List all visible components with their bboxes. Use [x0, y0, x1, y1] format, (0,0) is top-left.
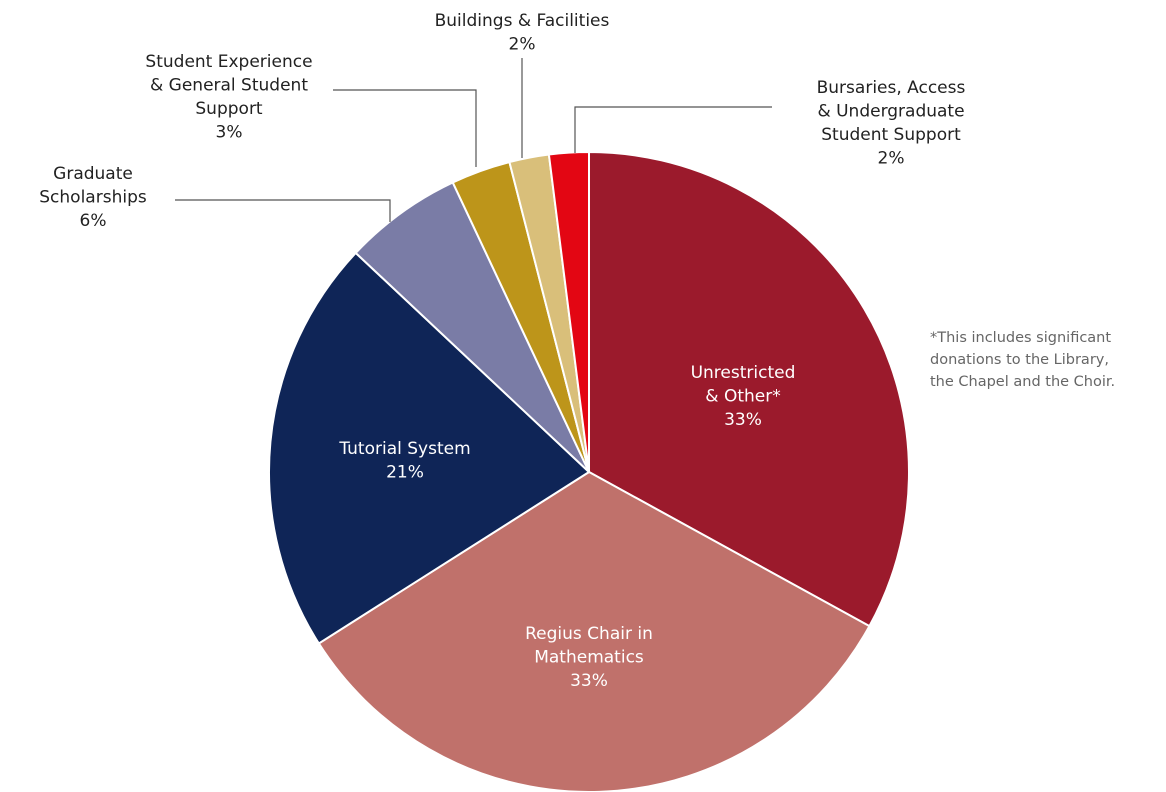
- text-line: Student Experience: [145, 52, 312, 72]
- text-line: Regius Chair in: [525, 624, 653, 644]
- text-line: & General Student: [150, 76, 308, 96]
- text-line: Student Support: [821, 125, 961, 145]
- value-label: 33%: [570, 671, 608, 691]
- value-label: 2%: [509, 35, 536, 55]
- text-line: the Chapel and the Choir.: [930, 374, 1115, 390]
- value-label: 6%: [80, 211, 107, 231]
- text-line: Graduate: [53, 164, 133, 184]
- text-line: Buildings & Facilities: [435, 11, 610, 31]
- text-line: Tutorial System: [338, 439, 470, 459]
- text-line: *This includes significant: [930, 330, 1111, 346]
- pie-slice: [547, 150, 590, 473]
- slice-label: Buildings & Facilities: [435, 11, 610, 31]
- leader-line: [574, 106, 772, 153]
- text-line: Support: [195, 99, 263, 119]
- value-label: 2%: [878, 149, 905, 169]
- pie-slice: [588, 150, 910, 628]
- value-label: 33%: [724, 410, 762, 430]
- text-line: donations to the Library,: [930, 352, 1109, 368]
- pie-slice: [268, 251, 591, 645]
- text-line: Unrestricted: [691, 363, 796, 383]
- slice-label: Bursaries, Access & Undergraduate Student …: [817, 78, 966, 145]
- leader-line: [175, 199, 391, 222]
- pie-slice: [354, 181, 590, 473]
- text-line: Bursaries, Access: [817, 78, 966, 98]
- text-line: Mathematics: [534, 648, 644, 668]
- slice-label: Regius Chair in Mathematics: [525, 624, 653, 668]
- value-label: 3%: [216, 123, 243, 143]
- slice-label: Tutorial System: [338, 439, 470, 459]
- slice-label: Graduate Scholarships: [39, 164, 147, 208]
- leader-line: [333, 89, 477, 167]
- value-label: 21%: [386, 463, 424, 483]
- text-line: & Undergraduate: [817, 102, 964, 122]
- text-line: & Other*: [705, 387, 780, 407]
- slice-label: Student Experience & General Student Suppo…: [145, 52, 312, 119]
- slice-label: Unrestricted & Other*: [691, 363, 796, 407]
- text-line: Scholarships: [39, 188, 147, 208]
- annotation: *This includes significant donations to t…: [930, 330, 1115, 390]
